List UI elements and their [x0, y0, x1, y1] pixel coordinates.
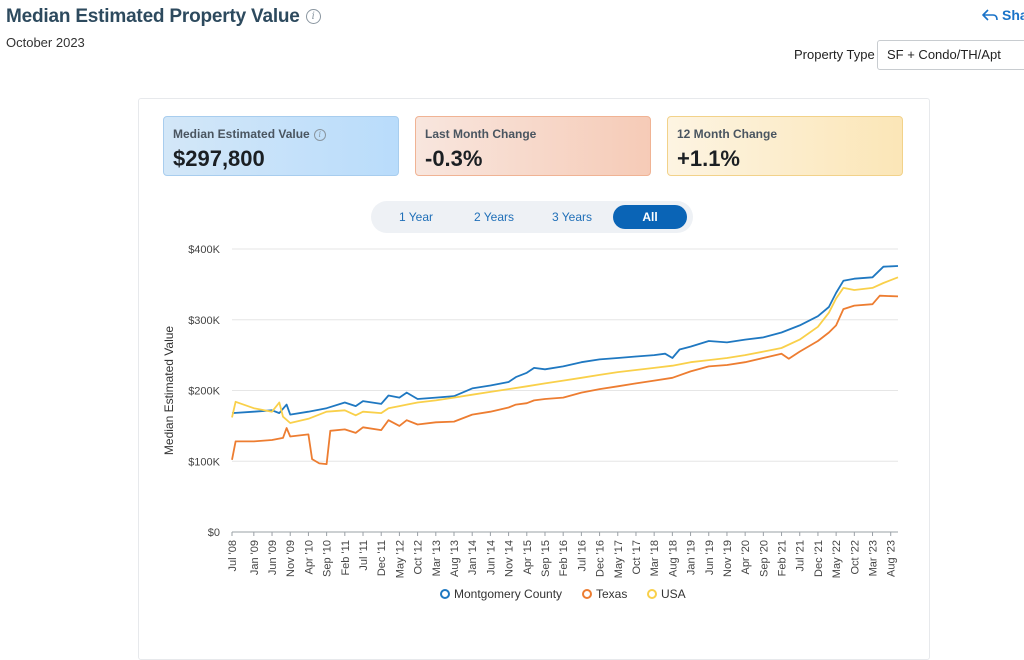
x-tick-label: Aug '13 [449, 540, 461, 577]
range-button-all[interactable]: All [613, 205, 687, 229]
x-tick-label: Sep '15 [540, 540, 552, 577]
x-tick-label: Dec '16 [595, 540, 607, 577]
x-tick-label: Jul '08 [227, 540, 239, 571]
y-tick-label: $100K [188, 456, 220, 468]
legend-item-montgomery[interactable]: Montgomery County [440, 587, 562, 601]
x-tick-label: Aug '18 [667, 540, 679, 577]
x-tick-label: Jan '09 [249, 540, 261, 575]
legend-marker [582, 589, 592, 599]
x-tick-label: Feb '21 [777, 540, 789, 576]
y-tick-label: $300K [188, 315, 220, 327]
kpi-card-median-value: Median Estimated Value i $297,800 [163, 116, 399, 176]
x-tick-label: Oct '12 [413, 540, 425, 575]
x-tick-label: Nov '14 [504, 540, 516, 577]
page-subtitle: October 2023 [6, 35, 85, 50]
kpi-value: $297,800 [173, 146, 265, 171]
series-line-usa [231, 276, 899, 424]
page-title-text: Median Estimated Property Value [6, 6, 300, 27]
info-icon[interactable]: i [313, 128, 326, 141]
x-tick-label: Dec '11 [376, 540, 388, 576]
range-button-1-year[interactable]: 1 Year [398, 210, 434, 224]
legend-marker [440, 589, 450, 599]
x-tick-label: Feb '16 [558, 540, 570, 576]
x-tick-label: May '17 [613, 540, 625, 578]
x-tick-label: Jul '21 [795, 540, 807, 571]
property-type-label: Property Type [794, 47, 875, 62]
time-range-selector: 1 Year 2 Years 3 Years All [371, 201, 693, 233]
legend-item-usa[interactable]: USA [647, 587, 686, 601]
x-tick-label: Sep '10 [322, 540, 334, 577]
kpi-card-12-month-change: 12 Month Change +1.1% [667, 116, 903, 176]
x-tick-label: Apr '20 [740, 540, 752, 575]
range-button-2-years[interactable]: 2 Years [473, 210, 515, 224]
kpi-value: -0.3% [425, 146, 483, 171]
info-icon[interactable]: i [305, 9, 321, 25]
x-tick-label: Feb '11 [340, 540, 352, 576]
kpi-label: Last Month Change [425, 127, 537, 141]
x-tick-label: Jun '19 [704, 540, 716, 575]
legend-item-texas[interactable]: Texas [582, 587, 627, 601]
x-tick-label: Mar '23 [868, 540, 880, 576]
x-tick-label: Oct '17 [631, 540, 643, 575]
x-tick-label: Apr '15 [522, 540, 534, 575]
series-line-montgomery [231, 265, 899, 416]
kpi-value: +1.1% [677, 146, 740, 171]
x-tick-label: Dec '21 [813, 540, 825, 577]
y-tick-label: $400K [188, 244, 220, 256]
x-tick-label: Nov '09 [285, 540, 297, 577]
x-tick-label: Nov '19 [722, 540, 734, 577]
chart-panel [138, 98, 930, 660]
x-tick-label: Jun '14 [485, 540, 497, 575]
x-tick-label: Jul '11 [358, 540, 370, 571]
share-label: Sha [1002, 7, 1024, 23]
x-tick-label: Jan '19 [686, 540, 698, 575]
kpi-label: 12 Month Change [677, 127, 778, 141]
x-tick-label: Jun '09 [267, 540, 279, 575]
legend-label: USA [661, 587, 686, 601]
line-chart: $0 $100K $200K $300K $400K Median Estimated V… [162, 244, 899, 578]
x-tick-label: Apr '10 [303, 540, 315, 575]
kpi-label: Median Estimated Value i [173, 127, 398, 141]
share-icon [982, 9, 998, 21]
x-tick-label: Mar '13 [431, 540, 443, 576]
legend-marker [647, 589, 657, 599]
x-tick-label: May '12 [394, 540, 406, 578]
x-tick-label: Aug '23 [886, 540, 898, 577]
x-tick-label: Jan '14 [467, 540, 479, 575]
x-tick-label: May '22 [831, 540, 843, 578]
x-tick-label: Jul '16 [576, 540, 588, 571]
y-tick-label: $0 [208, 527, 220, 539]
y-axis-title: Median Estimated Value [162, 326, 176, 456]
x-tick-label: Oct '22 [849, 540, 861, 575]
kpi-label-text: Median Estimated Value [173, 127, 310, 141]
kpi-card-last-month-change: Last Month Change -0.3% [415, 116, 651, 176]
legend-label: Texas [596, 587, 628, 601]
x-tick-label: Mar '18 [649, 540, 661, 576]
range-button-3-years[interactable]: 3 Years [551, 210, 593, 224]
share-button[interactable]: Sha [982, 7, 1024, 23]
y-tick-label: $200K [188, 386, 220, 398]
legend-label: Montgomery County [454, 587, 563, 601]
property-type-select[interactable]: SF + Condo/TH/Apt [877, 40, 1024, 70]
x-tick-label: Sep '20 [758, 540, 770, 577]
page-title: Median Estimated Property Value i [6, 6, 321, 28]
series-line-texas [231, 294, 899, 465]
